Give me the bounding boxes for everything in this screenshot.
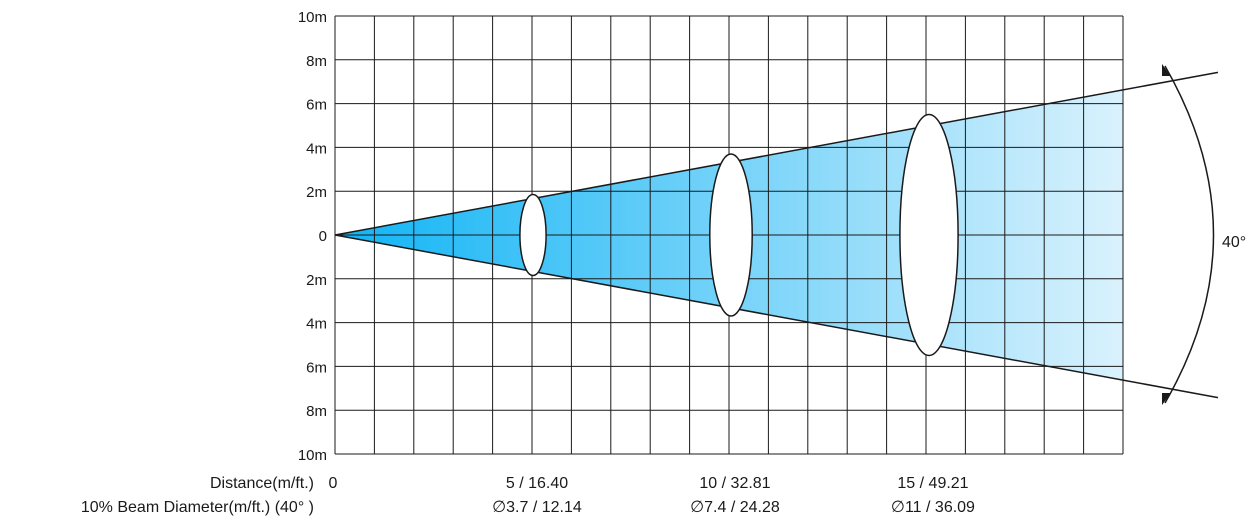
grid — [334, 15, 1124, 455]
distance-row-label: Distance(m/ft.) — [210, 475, 314, 492]
y-axis-tick-labels: 10m 8m 6m 4m 2m 0 2m 4m 6m 8m 10m — [298, 9, 327, 464]
y-tick-label: 10m — [298, 9, 327, 26]
y-tick-label: 8m — [306, 53, 327, 70]
y-tick-label: 4m — [306, 140, 327, 157]
y-tick-label: 2m — [306, 272, 327, 289]
beam-diameter-label: ∅3.7 / 12.14 — [492, 499, 582, 516]
arrowhead-down-icon — [1162, 393, 1171, 405]
arrowhead-up-icon — [1162, 64, 1171, 76]
beam-diameter-row-label: 10% Beam Diameter(m/ft.) (40° ) — [81, 499, 314, 516]
distance-label: 15 / 49.21 — [897, 475, 968, 492]
beam-edge-lower — [334, 234, 1219, 399]
beam-cross-section — [709, 153, 753, 317]
beam-edge-upper — [334, 71, 1219, 236]
beam-cross-section — [899, 113, 959, 357]
distance-labels: 5 / 16.40 ∅3.7 / 12.14 10 / 32.81 ∅7.4 / 24… — [492, 475, 975, 516]
beam-diameter-label: ∅7.4 / 24.28 — [690, 499, 780, 516]
distance-label: 5 / 16.40 — [506, 475, 568, 492]
y-tick-label: 8m — [306, 403, 327, 420]
angle-arc — [1164, 65, 1215, 404]
y-tick-label: 10m — [298, 447, 327, 464]
y-tick-label: 2m — [306, 184, 327, 201]
distance-label: 10 / 32.81 — [699, 475, 770, 492]
beam-angle-label: 40° — [1222, 234, 1246, 251]
y-tick-label: 6m — [306, 97, 327, 114]
beam-diameter-label: ∅11 / 36.09 — [891, 499, 975, 516]
origin-distance-label: 0 — [329, 475, 338, 492]
y-tick-label: 4m — [306, 316, 327, 333]
beam-cross-section — [519, 193, 547, 277]
beam-cross-sections — [519, 113, 959, 357]
y-tick-label: 6m — [306, 359, 327, 376]
y-tick-label: 0 — [319, 228, 327, 245]
